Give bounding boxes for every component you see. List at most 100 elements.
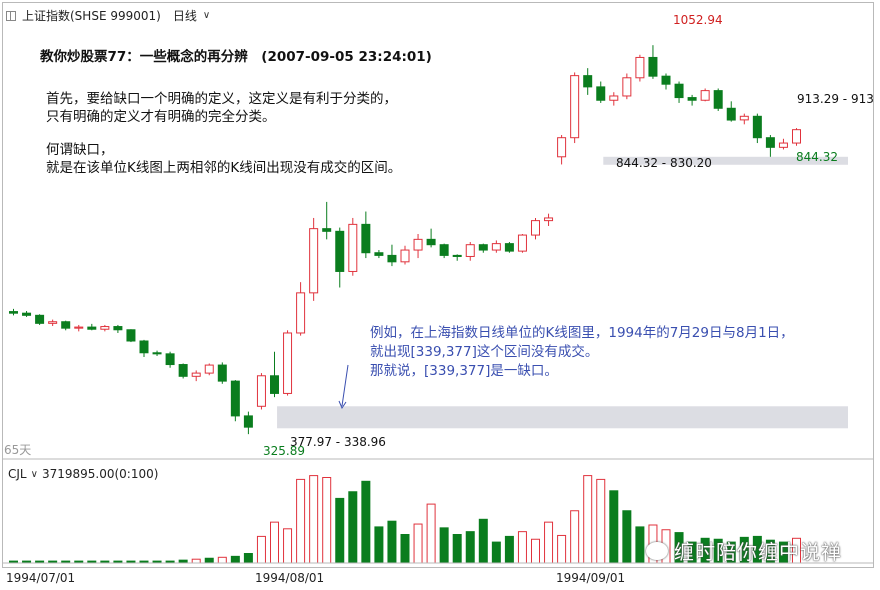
volume-bar — [558, 535, 566, 563]
volume-bar — [597, 479, 605, 563]
candle-body — [192, 373, 200, 376]
annotation-arrow — [342, 365, 348, 406]
volume-header: CJL ∨ 3719895.00(0:100) — [8, 467, 158, 481]
volume-bar — [231, 556, 239, 563]
candle-body — [244, 416, 252, 427]
gap-range-label: 377.97 - 338.96 — [290, 435, 386, 449]
candle-body — [688, 98, 696, 101]
candle-body — [740, 116, 748, 120]
candle-body — [127, 330, 135, 341]
candle-body — [218, 365, 226, 381]
candle-body — [271, 376, 279, 394]
gap-band — [277, 406, 848, 428]
candle-body — [362, 224, 370, 252]
volume-bar — [623, 511, 631, 563]
gap-range-label: 844.32 - 830.20 — [616, 156, 712, 170]
candle-body — [49, 322, 57, 324]
volume-bar — [271, 522, 279, 563]
volume-bar — [284, 529, 292, 563]
candle-body — [153, 353, 161, 354]
watermark-text: 缠时陪你缠中说禅 — [674, 536, 842, 565]
volume-bar — [192, 559, 200, 563]
candles — [10, 45, 801, 434]
gap-bands — [277, 157, 848, 428]
watermark: 缠时陪你缠中说禅 — [646, 536, 842, 565]
candle-body — [88, 327, 96, 329]
candle-body — [140, 341, 148, 353]
candle-body — [532, 221, 540, 235]
volume-bar — [388, 521, 396, 563]
candle-body — [23, 313, 31, 315]
candle-body — [571, 76, 579, 138]
volume-value: 3719895.00(0:100) — [42, 467, 158, 481]
volume-bar — [349, 492, 357, 563]
candle-body — [388, 255, 396, 261]
volume-bar — [323, 478, 331, 564]
candle-body — [375, 253, 383, 256]
candle-body — [205, 365, 213, 373]
candle-body — [766, 138, 774, 148]
volume-bar — [257, 536, 265, 563]
candle-body — [545, 218, 553, 221]
volume-bar — [427, 504, 435, 563]
x-tick-label: 1994/07/01 — [6, 571, 75, 585]
volume-indicator-label[interactable]: CJL — [8, 467, 27, 481]
candle-body — [727, 108, 735, 120]
volume-bar — [297, 479, 305, 563]
candle-body — [505, 244, 513, 251]
volume-bar — [518, 532, 526, 563]
wechat-icon — [646, 542, 668, 560]
candle-body — [349, 224, 357, 271]
candle-body — [597, 87, 605, 100]
volume-bar — [310, 476, 318, 563]
high-price-label: 1052.94 — [673, 13, 723, 27]
candle-body — [492, 244, 500, 250]
candle-body — [101, 327, 109, 330]
candle-body — [479, 245, 487, 250]
chevron-down-icon[interactable]: ∨ — [31, 469, 38, 480]
candle-body — [427, 239, 435, 244]
candle-body — [649, 57, 657, 76]
volume-bar — [414, 524, 422, 563]
candle-body — [701, 91, 709, 101]
days-label: 65天 — [4, 441, 31, 458]
candle-body — [257, 376, 265, 407]
candle-body — [466, 245, 474, 257]
volume-bar — [479, 519, 487, 563]
volume-bar — [584, 476, 592, 563]
candle-body — [753, 116, 761, 137]
candle-body — [36, 315, 44, 323]
candle-body — [284, 333, 292, 393]
volume-bar — [545, 522, 553, 563]
volume-bar — [505, 536, 513, 563]
candle-body — [779, 143, 787, 147]
candle-body — [231, 381, 239, 416]
volume-bar — [336, 498, 344, 563]
x-tick-label: 1994/08/01 — [255, 571, 324, 585]
candle-body — [518, 235, 526, 251]
volume-bar — [466, 532, 474, 563]
volume-bar — [492, 542, 500, 563]
low-price-label: 844.32 — [796, 150, 838, 164]
candle-body — [75, 327, 83, 328]
candle-body — [453, 255, 461, 256]
candle-body — [584, 76, 592, 87]
volume-bar — [610, 491, 618, 563]
gap-range-label: 913.29 - 913 — [797, 92, 874, 106]
volume-bar — [362, 481, 370, 563]
candle-body — [114, 327, 122, 330]
candle-body — [414, 239, 422, 250]
candle-body — [623, 78, 631, 96]
candle-body — [793, 130, 801, 143]
candle-body — [297, 293, 305, 333]
volume-bar — [440, 528, 448, 563]
volume-bar — [375, 527, 383, 563]
volume-bar — [218, 557, 226, 563]
candle-body — [62, 322, 70, 328]
candle-body — [166, 354, 174, 365]
candle-body — [558, 138, 566, 157]
volume-bar — [244, 554, 252, 564]
volume-bar — [205, 558, 213, 563]
candle-body — [401, 250, 409, 262]
